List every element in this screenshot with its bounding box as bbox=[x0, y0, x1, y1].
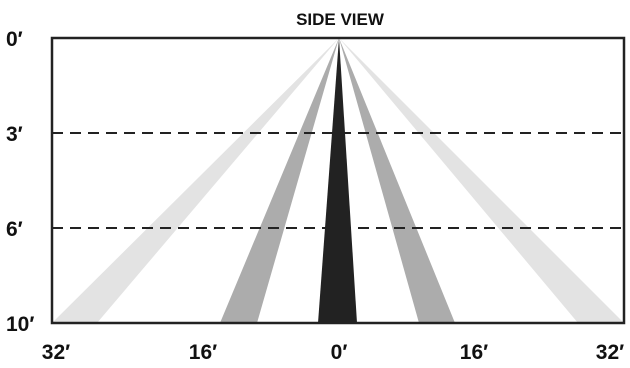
outer-beam-right bbox=[339, 38, 624, 323]
middle-beam-right bbox=[339, 38, 455, 323]
width-label-left-16: 16′ bbox=[189, 341, 217, 364]
depth-label-3: 3′ bbox=[6, 123, 23, 146]
width-label-right-32: 32′ bbox=[596, 341, 624, 364]
width-label-right-16: 16′ bbox=[460, 341, 488, 364]
middle-beam-left bbox=[220, 38, 339, 323]
diagram-frame bbox=[50, 36, 626, 325]
center-beam bbox=[318, 38, 357, 323]
depth-label-10: 10′ bbox=[6, 313, 34, 336]
depth-label-0: 0′ bbox=[6, 28, 23, 51]
width-label-left-32: 32′ bbox=[42, 341, 70, 364]
outer-beam-left bbox=[52, 38, 339, 323]
depth-label-6: 6′ bbox=[6, 218, 23, 241]
width-label-center-0: 0′ bbox=[331, 341, 348, 364]
diagram-title: SIDE VIEW bbox=[296, 10, 385, 29]
